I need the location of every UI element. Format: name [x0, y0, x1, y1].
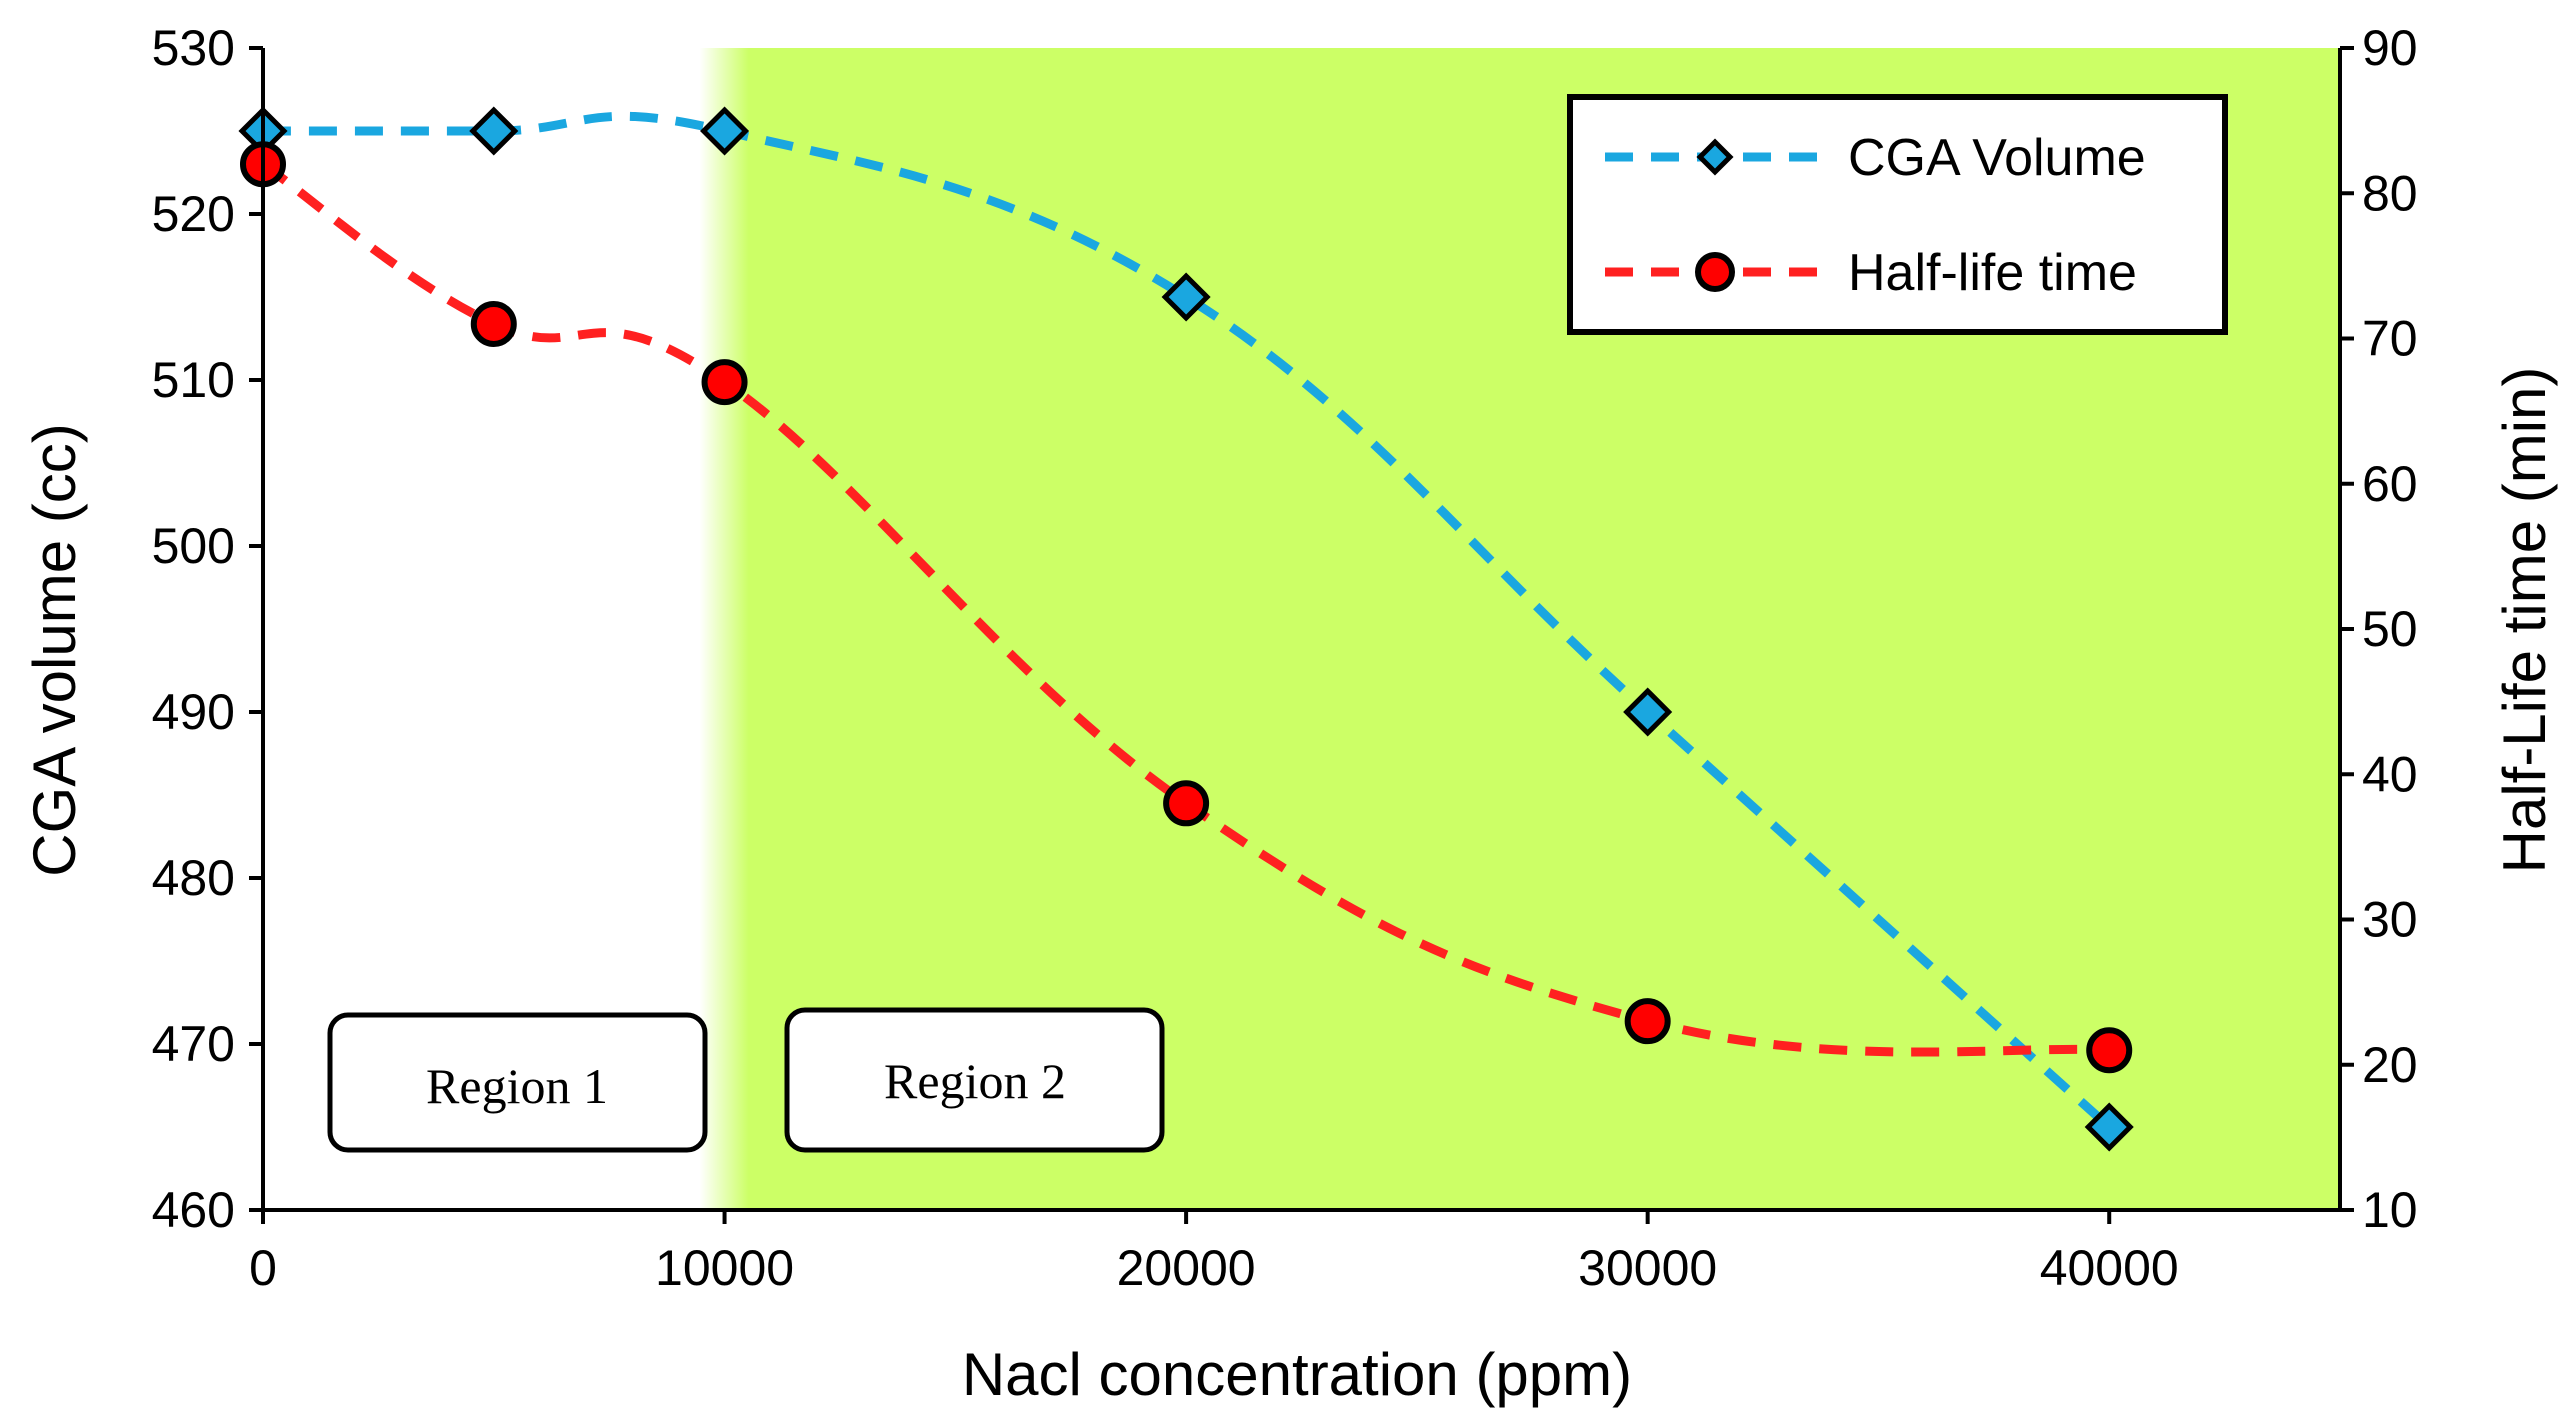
- data-point-half-life-time: [1163, 780, 1210, 827]
- y2-tick-label: 40: [2362, 746, 2418, 802]
- y2-tick-label: 20: [2362, 1037, 2418, 1093]
- y-tick-label: 490: [152, 684, 235, 740]
- y2-tick-label: 30: [2362, 892, 2418, 948]
- x-tick-label: 10000: [655, 1240, 794, 1296]
- y-tick-label: 460: [152, 1182, 235, 1238]
- region-2-label: Region 2: [884, 1053, 1066, 1109]
- ticks-layer: 0 10000 20000 30000 40000 460 470 480 490 500 510 5…: [152, 20, 2418, 1296]
- legend: CGA Volume Half-life time: [1567, 94, 2228, 335]
- y-axis-title: CGA volume (cc): [21, 423, 88, 876]
- y2-tick-label: 10: [2362, 1182, 2418, 1238]
- y-tick-label: 520: [152, 186, 235, 242]
- x-tick-label: 40000: [2040, 1240, 2179, 1296]
- x-axis-title: Nacl concentration (ppm): [962, 1341, 1632, 1408]
- data-point-cga-volume: [469, 106, 519, 156]
- data-point-cga-volume: [2084, 1102, 2134, 1152]
- y-tick-label: 500: [152, 518, 235, 574]
- region-1-label: Region 1: [426, 1058, 608, 1114]
- legend-marker-halflife: [1695, 252, 1735, 292]
- y2-tick-label: 90: [2362, 20, 2418, 76]
- region-1-box: Region 1: [327, 1012, 708, 1153]
- data-point-half-life-time: [470, 300, 517, 347]
- region-2-box: Region 2: [784, 1007, 1165, 1153]
- legend-label-halflife: Half-life time: [1848, 244, 2137, 302]
- y-tick-label: 510: [152, 352, 235, 408]
- y2-tick-label: 50: [2362, 601, 2418, 657]
- series-layer: [238, 106, 2134, 1152]
- data-point-cga-volume: [700, 106, 750, 156]
- y-tick-label: 480: [152, 850, 235, 906]
- data-point-half-life-time: [2086, 1027, 2133, 1074]
- x-tick-label: 0: [249, 1240, 277, 1296]
- data-point-cga-volume: [1161, 272, 1211, 322]
- y-tick-label: 470: [152, 1016, 235, 1072]
- y2-tick-label: 60: [2362, 456, 2418, 512]
- series-markers: [238, 106, 2134, 1152]
- data-point-half-life-time: [701, 359, 748, 406]
- x-tick-label: 20000: [1117, 1240, 1256, 1296]
- legend-marker-cga: [1696, 138, 1734, 176]
- y-tick-label: 530: [152, 20, 235, 76]
- legend-box: [1567, 94, 2228, 335]
- legend-label-cga: CGA Volume: [1848, 129, 2146, 187]
- x-tick-label: 30000: [1578, 1240, 1717, 1296]
- data-point-half-life-time: [1624, 998, 1671, 1045]
- y2-tick-label: 70: [2362, 311, 2418, 367]
- y2-axis-title: Half-Life time (min): [2491, 367, 2558, 874]
- y2-tick-label: 80: [2362, 165, 2418, 221]
- data-point-cga-volume: [1623, 687, 1673, 737]
